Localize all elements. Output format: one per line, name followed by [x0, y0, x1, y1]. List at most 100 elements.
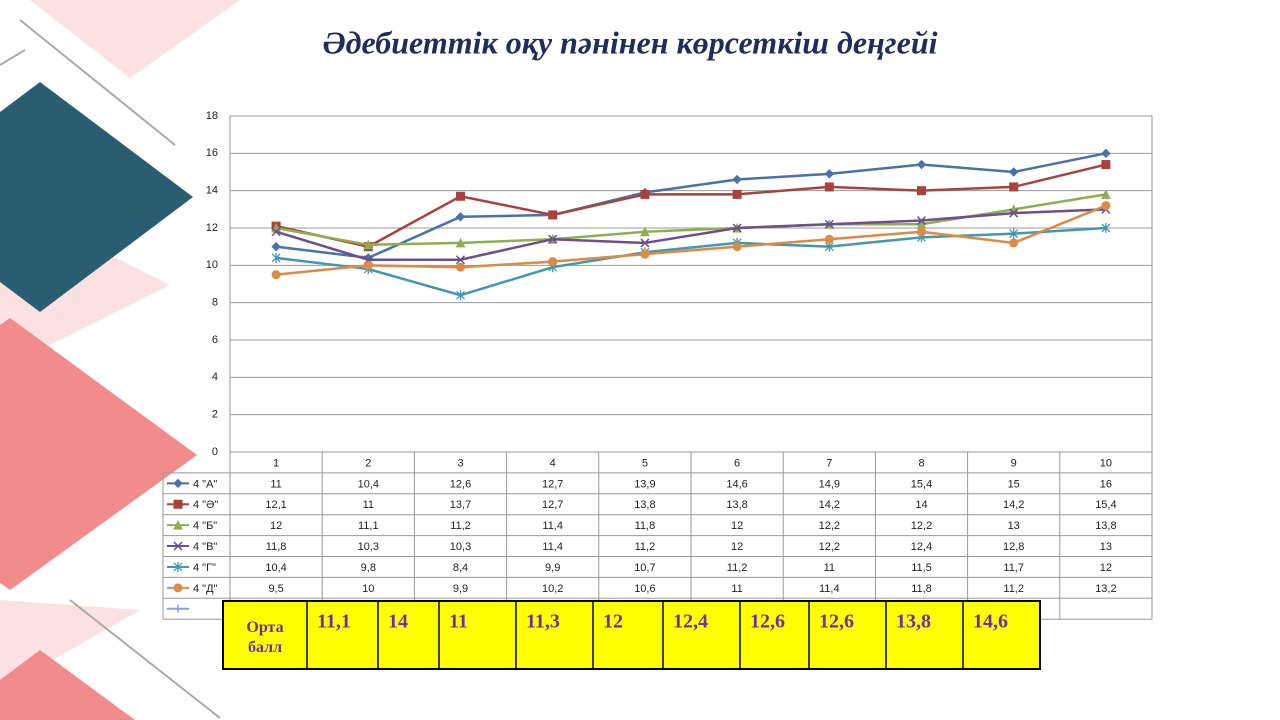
y-tick-label: 14: [206, 185, 218, 197]
average-value: 12,4: [673, 611, 708, 633]
table-cell: 10,4: [265, 562, 286, 574]
marker: [640, 249, 650, 259]
legend-label: 4 "В": [193, 541, 217, 553]
y-tick-label: 8: [212, 297, 218, 309]
table-cell: 11,7: [1003, 562, 1024, 574]
series-line: [275, 226, 1106, 297]
marker: [271, 227, 281, 237]
table-cell: 14,9: [819, 478, 840, 490]
x-tick-label: 5: [642, 457, 648, 469]
table-cell: 15,4: [1095, 499, 1116, 511]
marker: [271, 252, 281, 263]
x-tick-label: 8: [918, 457, 924, 469]
x-tick-label: 3: [457, 457, 463, 469]
marker: [732, 223, 742, 233]
table-cell: 11,4: [819, 583, 840, 595]
table-cell: 12: [270, 520, 282, 532]
plot-area: [229, 115, 1153, 453]
y-tick-label: 12: [206, 222, 218, 234]
marker: [548, 257, 558, 267]
table-cell: 11: [270, 478, 281, 490]
marker: [916, 216, 927, 226]
table-cell: 13,9: [634, 478, 655, 490]
y-tick-label: 2: [212, 409, 218, 421]
table-cell: 8,4: [453, 562, 468, 574]
marker: [1009, 208, 1019, 218]
x-tick-label: 6: [734, 457, 740, 469]
y-tick-label: 6: [212, 334, 218, 346]
marker: [1101, 223, 1111, 233]
table-cell: 11,1: [358, 520, 379, 532]
average-value: 14,6: [973, 611, 1008, 633]
marker: [1101, 201, 1111, 211]
table-cell: 11,2: [450, 520, 471, 532]
series-line: [275, 204, 1107, 276]
marker: [824, 219, 834, 229]
table-cell: 10,3: [450, 541, 471, 553]
legend-label: 4 "Ә": [193, 499, 218, 511]
marker: [917, 186, 926, 196]
x-tick-label: 2: [365, 457, 371, 469]
marker: [455, 255, 466, 265]
marker: [732, 189, 742, 199]
table-cell: 14,2: [1003, 499, 1024, 511]
table-cell: 10: [362, 583, 374, 595]
marker: [548, 210, 558, 220]
y-tick-label: 18: [206, 110, 218, 122]
table-cell: 11,2: [727, 562, 748, 574]
marker: [1101, 160, 1111, 170]
legend-label: 4 "Г": [193, 562, 216, 574]
marker: [456, 290, 465, 301]
average-value: 11,1: [317, 611, 351, 633]
table-cell: 10,7: [634, 562, 655, 574]
legend-marker: [173, 520, 183, 530]
table-cell: 11,8: [266, 541, 287, 553]
average-value: 13,8: [896, 611, 931, 633]
table-cell: 15: [1008, 478, 1020, 490]
decoration: [0, 0, 240, 720]
table-cell: 12,4: [911, 541, 932, 553]
series-line: [275, 152, 1107, 260]
table-cell: 11,4: [542, 520, 563, 532]
marker: [732, 174, 742, 185]
x-tick-label: 1: [273, 457, 279, 469]
marker: [917, 227, 926, 237]
average-table: [222, 600, 1041, 670]
legend-marker: [173, 583, 183, 593]
table-cell: 11,2: [635, 541, 656, 553]
x-tick-label: 9: [1011, 457, 1017, 469]
table-cell: 12,2: [819, 541, 840, 553]
table-cell: 12,7: [542, 499, 563, 511]
y-tick-label: 16: [206, 147, 218, 159]
marker: [548, 234, 558, 244]
table-cell: 13,2: [1095, 583, 1116, 595]
table-cell: 9,8: [361, 562, 376, 574]
marker: [640, 189, 650, 199]
average-value: 12: [603, 611, 623, 633]
legend-marker: [173, 541, 183, 551]
table-cell: 13,7: [450, 499, 471, 511]
table-cell: 16: [1100, 478, 1112, 490]
y-tick-label: 4: [212, 371, 218, 383]
x-tick-label: 4: [550, 457, 556, 469]
table-cell: 13: [1100, 541, 1112, 553]
marker: [640, 238, 650, 248]
marker: [1009, 228, 1019, 239]
marker: [640, 226, 650, 237]
marker: [455, 212, 466, 222]
table-cell: 11,2: [1003, 583, 1024, 595]
table-cell: 12,1: [265, 499, 286, 511]
table-cell: 13,8: [634, 499, 655, 511]
table-cell: 10,2: [542, 583, 563, 595]
average-label: Орта балл: [246, 619, 283, 656]
table-cell: 11: [731, 583, 742, 595]
table-cell: 10,3: [358, 541, 379, 553]
average-value: 14: [388, 611, 408, 633]
legend-marker: [173, 478, 183, 489]
series-line: [275, 163, 1107, 248]
legend-label: 4 "Д": [193, 583, 218, 595]
marker: [1008, 167, 1019, 177]
marker: [455, 237, 466, 248]
marker: [456, 262, 465, 272]
table-cell: 13: [1008, 520, 1020, 532]
